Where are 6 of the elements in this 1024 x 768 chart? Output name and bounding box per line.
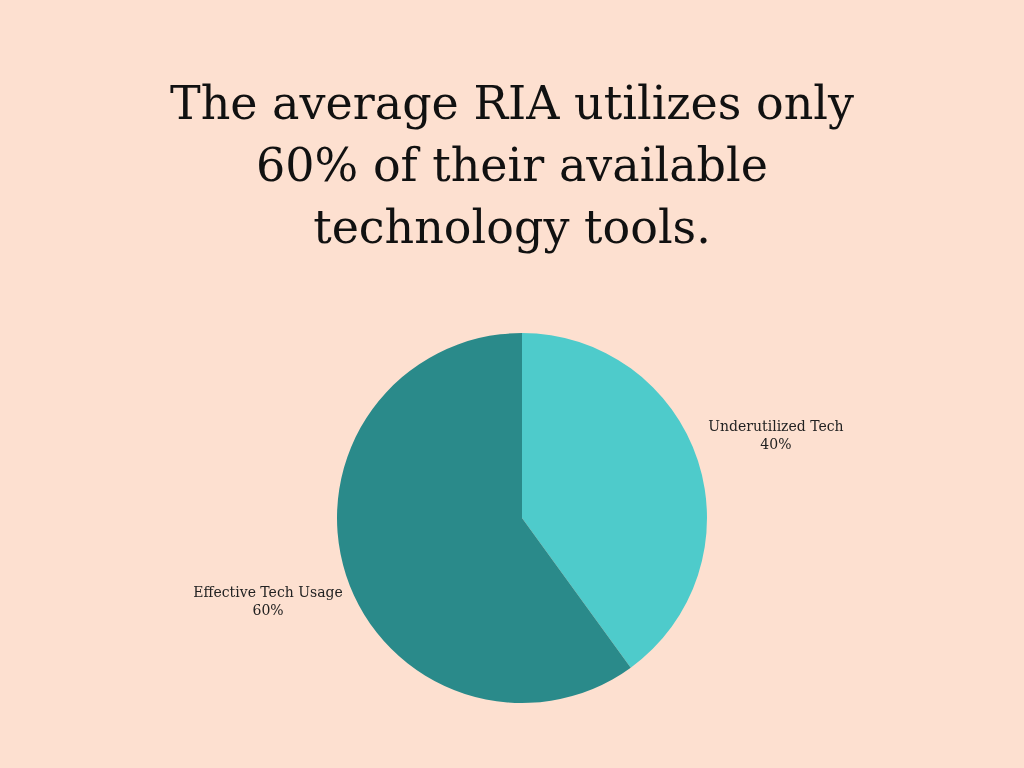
slice-label: Underutilized Tech bbox=[708, 418, 844, 435]
chart-title: The average RIA utilizes only 60% of their available technology tools. bbox=[168, 75, 856, 256]
pie-slice bbox=[522, 333, 707, 668]
slice-label: Effective Tech Usage bbox=[193, 583, 343, 600]
data-label: 40% bbox=[760, 436, 792, 453]
data-label: 60% bbox=[252, 601, 284, 618]
